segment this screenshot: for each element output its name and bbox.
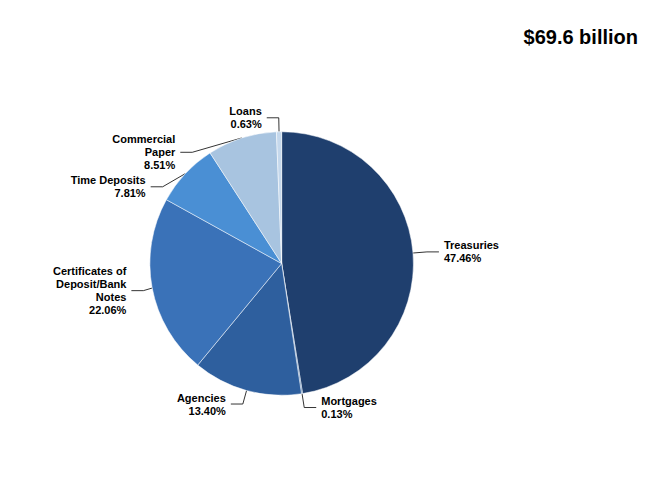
svg-text:8.51%: 8.51% xyxy=(144,159,175,171)
svg-text:Time Deposits: Time Deposits xyxy=(71,174,146,186)
svg-text:22.06%: 22.06% xyxy=(89,304,127,316)
svg-text:Commercial: Commercial xyxy=(112,133,175,145)
svg-text:Mortgages: Mortgages xyxy=(321,395,377,407)
svg-text:Agencies: Agencies xyxy=(177,392,226,404)
svg-text:7.81%: 7.81% xyxy=(114,187,145,199)
svg-text:Deposit/Bank: Deposit/Bank xyxy=(56,278,127,290)
svg-text:Paper: Paper xyxy=(145,146,176,158)
svg-text:0.63%: 0.63% xyxy=(231,118,262,130)
svg-text:0.13%: 0.13% xyxy=(321,408,352,420)
svg-text:Treasuries: Treasuries xyxy=(444,239,499,251)
svg-text:13.40%: 13.40% xyxy=(189,405,227,417)
svg-text:Loans: Loans xyxy=(229,105,261,117)
svg-text:47.46%: 47.46% xyxy=(444,252,482,264)
svg-text:Notes: Notes xyxy=(96,291,127,303)
svg-text:Certificates of: Certificates of xyxy=(53,265,127,277)
svg-text:$69.6 billion: $69.6 billion xyxy=(524,26,638,48)
